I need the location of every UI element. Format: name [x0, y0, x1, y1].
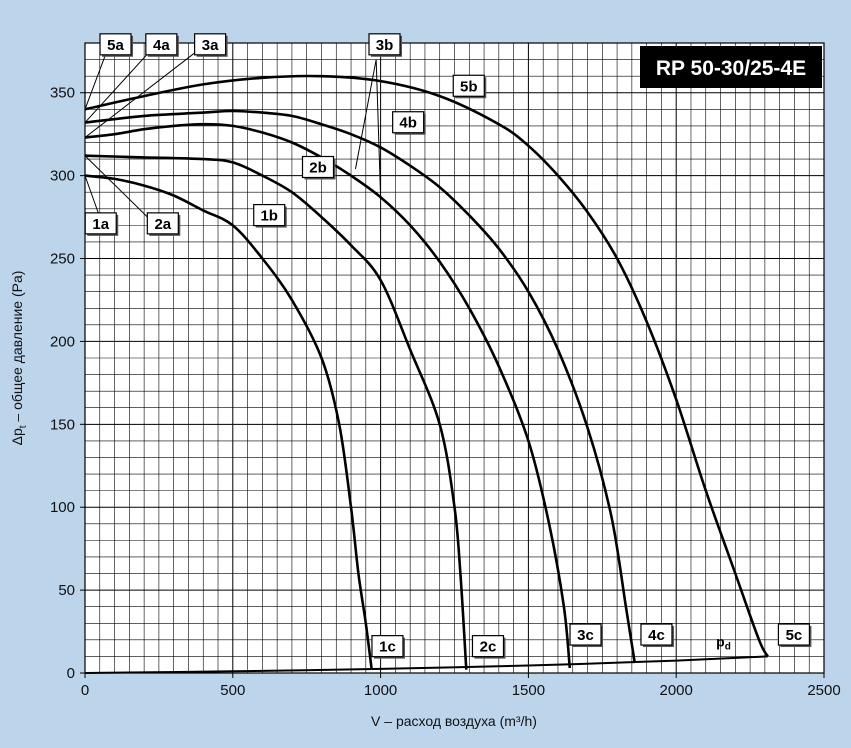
curve-label-box — [452, 74, 485, 97]
curve-label-box — [84, 212, 117, 235]
leader-line — [84, 155, 157, 226]
curve-label-box — [368, 33, 401, 56]
title-box: RP 50-30/25-4E — [640, 46, 822, 88]
chart-title: RP 50-30/25-4E — [656, 57, 806, 80]
leader-line — [84, 45, 204, 138]
curve-label-text: 2a — [154, 216, 171, 233]
curve-label-box — [371, 635, 404, 658]
curve-label-text: 4b — [399, 115, 417, 132]
leader-line — [354, 59, 377, 170]
curve-label-1b: 1b — [253, 203, 287, 228]
curve-1 — [84, 174, 373, 670]
curve-label-3b: 3b — [368, 33, 403, 57]
curve-label-2a: 2a — [146, 212, 181, 236]
curve-2 — [84, 154, 468, 670]
curve-label-box — [99, 33, 132, 56]
y-tick-label: 250 — [50, 251, 75, 268]
leader-line — [375, 59, 382, 198]
curve-label-5b: 5b — [452, 74, 487, 99]
curve-label-5c: 5c — [777, 623, 812, 648]
curve-label-box — [253, 203, 286, 227]
axis-ticks: 0 500 1000 1500 2000 2500 0 50 100 150 200 250 300 35… — [50, 85, 841, 699]
x-axis-title: V – расход воздуха (m³/h) — [371, 713, 537, 729]
curve-label-box — [392, 111, 425, 134]
curve-label-box — [145, 33, 178, 56]
pd-label: pd — [716, 633, 731, 652]
curve-label-text: 5b — [460, 78, 478, 95]
y-tick-label: 100 — [50, 499, 75, 516]
y-tick-label: 350 — [50, 85, 75, 102]
y-axis-title-prefix: Δp — [9, 428, 25, 445]
x-tick-label: 1500 — [512, 682, 545, 699]
curve-label-text: 5c — [786, 627, 803, 644]
curve-label-box — [569, 623, 602, 646]
curve-5 — [84, 74, 769, 658]
pd-label-main: p — [716, 633, 725, 649]
curve-label-2c: 2c — [471, 635, 506, 659]
curve-label-text: 1a — [92, 216, 109, 233]
curve-labels: 1a 2a 3a 4a 5a 1b 2b 3b 4b 5b 1c 2c 3c 4c 5c pd — [84, 33, 812, 659]
x-tick-label: 2500 — [807, 682, 840, 699]
y-tick-label: 300 — [50, 168, 75, 185]
curve-label-text: 1b — [260, 208, 278, 225]
y-tick-label: 0 — [67, 665, 75, 682]
y-tick-label: 200 — [50, 333, 75, 350]
curve-pd — [84, 655, 768, 674]
curve-label-text: 3c — [577, 627, 594, 644]
x-tick-label: 1000 — [364, 682, 397, 699]
leader-line — [84, 45, 155, 123]
curve-label-text: 3a — [202, 37, 219, 54]
curve-label-box — [777, 623, 811, 646]
curve-label-text: 1c — [379, 639, 396, 656]
curves — [84, 45, 769, 674]
curve-label-1a: 1a — [84, 212, 119, 236]
x-tick-label: 2000 — [660, 682, 693, 699]
curve-label-1c: 1c — [371, 635, 405, 659]
curve-label-box — [301, 155, 335, 179]
curve-label-text: 3b — [376, 37, 394, 54]
y-axis-title-suffix: – общее давление (Pa) — [9, 271, 25, 426]
curve-label-4b: 4b — [392, 111, 426, 135]
curve-label-box — [146, 212, 179, 235]
curve-label-text: 2b — [309, 160, 327, 177]
curve-label-text: 5a — [107, 37, 124, 54]
curve-label-5a: 5a — [99, 33, 134, 57]
curve-label-text: 4c — [648, 627, 665, 644]
curve-label-3a: 3a — [194, 33, 228, 57]
curve-label-box — [194, 33, 227, 56]
y-axis-title-sub: t — [18, 425, 29, 428]
x-tick-label: 500 — [220, 682, 245, 699]
curve-label-text: 4a — [153, 37, 170, 54]
curve-label-3c: 3c — [569, 623, 604, 648]
y-tick-label: 150 — [50, 416, 75, 433]
curve-label-4a: 4a — [145, 33, 179, 57]
curve-label-2b: 2b — [301, 155, 336, 180]
y-tick-label: 50 — [58, 582, 75, 599]
curve-label-box — [471, 635, 505, 658]
curve-label-box — [640, 623, 673, 646]
curve-3 — [84, 122, 572, 669]
curve-label-4c: 4c — [640, 623, 674, 648]
x-tick-label: 0 — [81, 682, 89, 699]
curve-4 — [84, 109, 637, 664]
pd-label-sub: d — [725, 641, 731, 652]
y-axis-title: Δpt – общее давление (Pa) — [9, 271, 29, 446]
curve-label-text: 2c — [480, 639, 497, 656]
